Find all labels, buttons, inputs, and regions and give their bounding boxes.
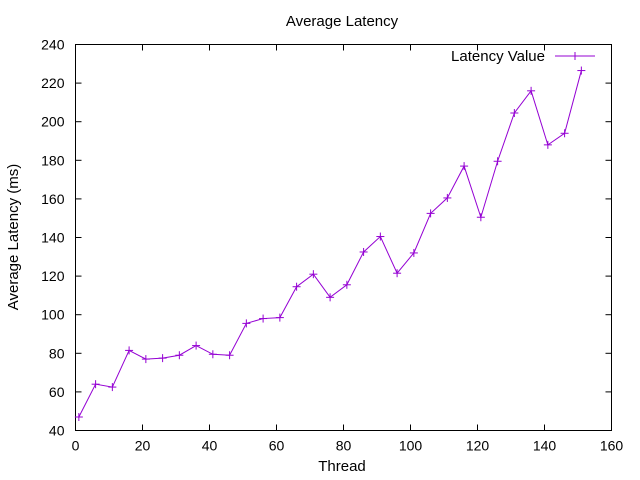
y-tick-label: 60	[49, 384, 65, 400]
data-point	[292, 282, 301, 291]
data-point	[91, 380, 100, 389]
data-point	[74, 412, 83, 421]
data-point	[560, 129, 569, 138]
x-tick-label: 0	[72, 438, 80, 454]
y-tick-label: 80	[49, 345, 65, 361]
x-tick-label: 80	[336, 438, 352, 454]
series-line	[78, 70, 582, 418]
data-point	[108, 383, 117, 392]
legend-marker	[571, 52, 579, 60]
x-tick-label: 140	[533, 438, 557, 454]
x-tick-label: 100	[399, 438, 423, 454]
chart-title: Average Latency	[286, 13, 399, 30]
data-point	[527, 86, 536, 95]
data-point	[242, 319, 251, 328]
data-point	[460, 162, 469, 171]
y-tick-label: 40	[49, 423, 65, 439]
data-point	[443, 193, 452, 202]
x-tick-label: 40	[202, 438, 218, 454]
x-tick-label: 120	[466, 438, 490, 454]
data-point	[359, 247, 368, 256]
y-tick-label: 140	[41, 230, 65, 246]
x-axis: 0 20 40 60 80 100 120 140 160	[72, 44, 624, 454]
data-point	[577, 66, 586, 75]
y-tick-label: 120	[41, 268, 65, 284]
y-axis: 40 60 80 100 120 140 160 180 200 220 240	[41, 37, 612, 439]
data-point	[259, 314, 268, 323]
y-tick-label: 180	[41, 152, 65, 168]
data-point	[342, 280, 351, 289]
data-point	[208, 350, 217, 359]
data-point	[493, 157, 502, 166]
y-tick-label: 240	[41, 37, 65, 53]
y-tick-label: 200	[41, 114, 65, 130]
data-point	[275, 313, 284, 322]
data-point	[158, 354, 167, 363]
series-layer	[74, 66, 586, 421]
y-tick-label: 160	[41, 191, 65, 207]
x-tick-label: 160	[600, 438, 624, 454]
x-tick-label: 60	[269, 438, 285, 454]
data-point	[510, 109, 519, 118]
plot-frame	[75, 44, 612, 431]
legend-label: Latency Value	[451, 48, 545, 65]
data-point	[225, 351, 234, 360]
data-point	[393, 269, 402, 278]
y-tick-label: 100	[41, 307, 65, 323]
data-point	[175, 351, 184, 360]
legend: Latency Value	[451, 48, 595, 65]
data-point	[125, 346, 134, 355]
x-tick-label: 20	[135, 438, 151, 454]
data-point	[141, 355, 150, 364]
data-point	[326, 293, 335, 302]
data-point	[543, 140, 552, 149]
y-tick-label: 220	[41, 75, 65, 91]
x-axis-label: Thread	[318, 458, 366, 475]
data-point	[192, 341, 201, 350]
data-point	[376, 232, 385, 241]
data-point	[309, 270, 318, 279]
data-point	[476, 213, 485, 222]
data-point	[426, 209, 435, 218]
data-point	[409, 248, 418, 257]
y-axis-label: Average Latency (ms)	[5, 164, 22, 310]
